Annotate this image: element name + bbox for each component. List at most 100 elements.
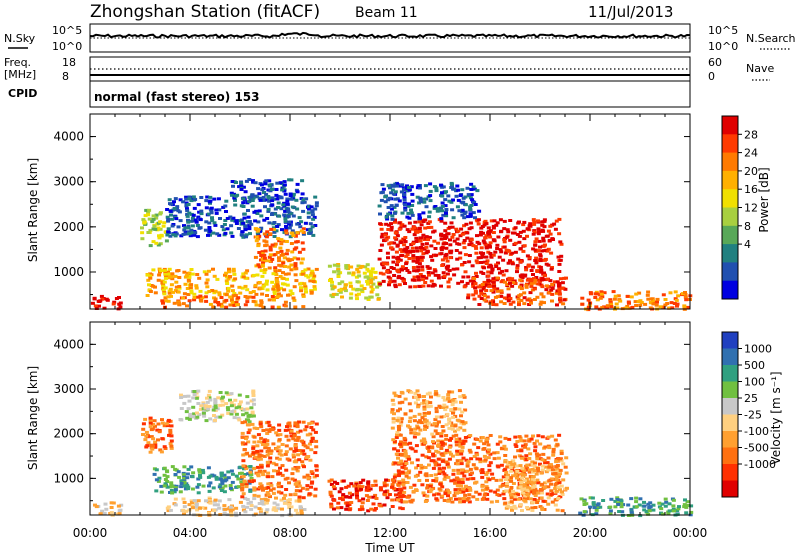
- data-cell: [293, 445, 298, 449]
- data-cell: [263, 182, 268, 186]
- data-cell: [442, 415, 447, 418]
- data-cell: [511, 474, 516, 478]
- data-cell: [469, 204, 474, 207]
- data-cell: [410, 246, 415, 250]
- data-cell: [410, 498, 415, 502]
- data-cell: [340, 280, 345, 284]
- data-cell: [530, 265, 535, 269]
- data-cell: [436, 439, 441, 443]
- data-cell: [248, 454, 252, 458]
- data-cell: [450, 427, 455, 431]
- data-cell: [484, 222, 489, 226]
- data-cell: [294, 489, 299, 493]
- data-cell: [459, 414, 463, 418]
- data-cell: [233, 194, 238, 198]
- data-cell: [407, 420, 412, 423]
- data-cell: [141, 218, 146, 222]
- data-cell: [507, 437, 512, 441]
- data-cell: [257, 251, 262, 254]
- data-cell: [253, 283, 258, 287]
- data-cell: [431, 452, 435, 456]
- data-cell: [578, 511, 583, 515]
- data-cell: [423, 281, 428, 284]
- data-cell: [190, 504, 195, 508]
- data-cell: [444, 423, 449, 427]
- data-cell: [263, 244, 268, 248]
- data-cell: [454, 227, 459, 231]
- data-cell: [447, 199, 452, 203]
- colorbar-swatch: [722, 189, 738, 208]
- data-cell: [481, 447, 486, 451]
- data-cell: [266, 493, 271, 497]
- data-cell: [400, 183, 405, 187]
- data-cell: [287, 428, 292, 432]
- data-cell: [217, 506, 222, 510]
- data-cell: [558, 457, 563, 461]
- data-cell: [156, 479, 161, 483]
- data-cell: [212, 503, 217, 507]
- data-cell: [502, 240, 507, 244]
- data-cell: [306, 455, 311, 458]
- data-cell: [471, 185, 476, 189]
- cpid-text: normal (fast stereo) 153: [94, 90, 260, 104]
- data-cell: [417, 220, 422, 224]
- data-cell: [400, 465, 405, 469]
- data-cell: [276, 206, 280, 209]
- data-cell: [195, 273, 200, 276]
- data-cell: [214, 208, 219, 212]
- colorbar-swatch: [722, 262, 738, 282]
- data-cell: [532, 481, 537, 485]
- colorbar-swatch: [722, 116, 738, 135]
- data-cell: [494, 265, 499, 268]
- data-cell: [346, 484, 351, 488]
- data-cell: [478, 439, 483, 443]
- data-cell: [667, 502, 672, 506]
- data-cell: [475, 438, 479, 441]
- data-cell: [248, 232, 252, 236]
- data-cell: [296, 482, 301, 486]
- data-cell: [271, 227, 276, 231]
- data-cell: [448, 277, 453, 281]
- data-cell: [286, 272, 291, 276]
- data-cell: [450, 208, 455, 212]
- data-cell: [546, 502, 551, 506]
- data-cell: [170, 272, 175, 276]
- data-cell: [423, 441, 428, 445]
- data-cell: [427, 235, 432, 239]
- data-cell: [550, 283, 555, 287]
- data-cell: [504, 269, 509, 273]
- data-cell: [371, 502, 376, 506]
- data-cell: [114, 297, 119, 300]
- data-cell: [268, 232, 273, 236]
- data-cell: [515, 264, 520, 268]
- data-cell: [301, 305, 306, 309]
- data-cell: [599, 290, 604, 294]
- data-cell: [183, 487, 188, 491]
- data-cell: [683, 293, 688, 297]
- data-cell: [141, 422, 146, 426]
- data-cell: [245, 395, 250, 399]
- data-cell: [311, 233, 316, 237]
- data-cell: [485, 440, 489, 444]
- data-cell: [117, 512, 122, 516]
- data-cell: [413, 395, 418, 399]
- data-cell: [525, 493, 530, 496]
- data-cell: [276, 485, 281, 489]
- data-cell: [389, 246, 393, 250]
- data-cell: [359, 284, 364, 288]
- data-cell: [439, 415, 444, 419]
- data-cell: [226, 411, 231, 415]
- data-cell: [361, 478, 366, 482]
- data-cell: [246, 472, 251, 476]
- data-cell: [168, 234, 173, 238]
- data-cell: [462, 395, 467, 399]
- data-cell: [259, 425, 264, 429]
- data-cell: [433, 422, 437, 426]
- data-cell: [600, 295, 605, 299]
- data-cell: [264, 192, 269, 196]
- data-cell: [488, 434, 493, 437]
- data-cell: [284, 488, 289, 491]
- data-cell: [150, 220, 155, 224]
- data-cell: [192, 499, 197, 503]
